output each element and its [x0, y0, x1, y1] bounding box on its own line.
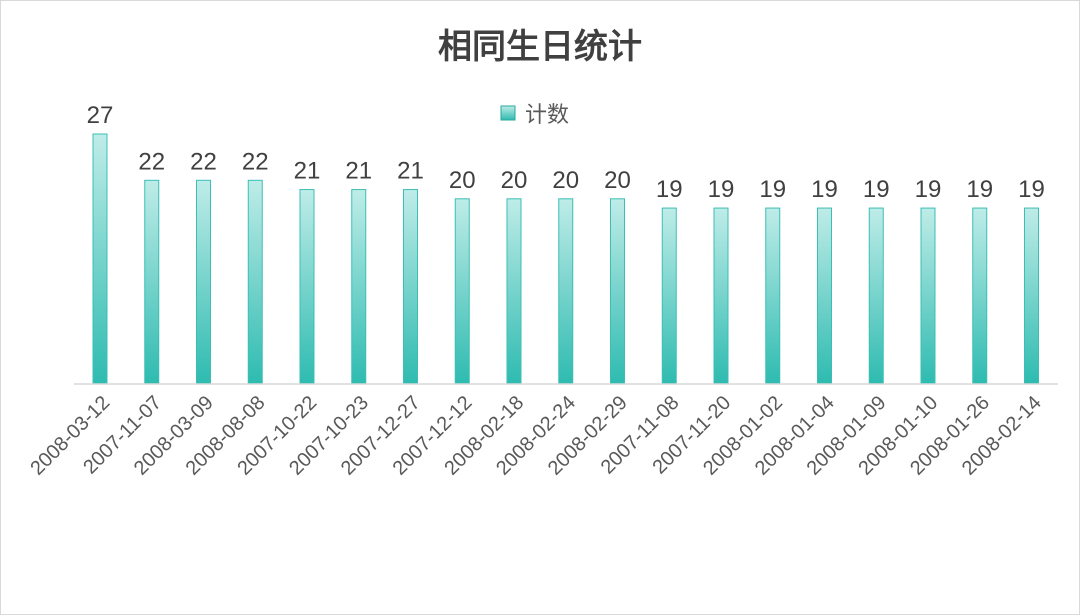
- data-labels-group: 27 22 22 22 21 21 21 20 20 20 20 19 19 19 19 19 19 19 19: [87, 102, 1045, 203]
- data-label: 20: [604, 167, 631, 194]
- bar: [868, 207, 884, 385]
- data-label: 19: [1018, 176, 1045, 203]
- data-label: 19: [966, 176, 993, 203]
- bar: [506, 198, 522, 385]
- bar: [558, 198, 574, 385]
- legend-swatch: [500, 105, 516, 121]
- bars-group: [92, 133, 1039, 385]
- legend: 计数: [500, 103, 569, 128]
- data-label: 20: [449, 167, 476, 194]
- data-label: 21: [397, 158, 424, 185]
- bar: [92, 133, 108, 385]
- bar: [765, 207, 781, 385]
- bar: [403, 189, 418, 385]
- bar: [920, 207, 936, 385]
- data-label: 27: [87, 102, 114, 129]
- chart-title: 相同生日统计: [438, 27, 642, 67]
- data-label: 22: [242, 148, 269, 175]
- data-label: 19: [708, 176, 735, 203]
- data-label: 19: [915, 176, 942, 203]
- bar: [144, 179, 160, 385]
- data-label: 19: [656, 176, 683, 203]
- data-label: 19: [863, 176, 890, 203]
- bar: [454, 198, 470, 385]
- bar: [196, 179, 211, 385]
- bar: [661, 207, 677, 385]
- data-label: 21: [345, 158, 372, 185]
- bar: [610, 198, 625, 385]
- data-label: 19: [759, 176, 786, 203]
- legend-label: 计数: [525, 103, 569, 128]
- x-tick-labels-group: 2008-03-122007-11-072008-03-092008-08-08…: [26, 392, 1045, 480]
- bar: [713, 207, 729, 385]
- bar: [972, 207, 988, 385]
- data-label: 20: [552, 167, 579, 194]
- data-label: 20: [501, 167, 528, 194]
- bar: [351, 189, 367, 385]
- data-label: 21: [294, 158, 321, 185]
- data-label: 19: [811, 176, 838, 203]
- bar: [247, 179, 263, 385]
- data-label: 22: [138, 148, 165, 175]
- bar: [817, 207, 832, 385]
- data-label: 22: [190, 148, 217, 175]
- bar: [1024, 207, 1039, 385]
- bar: [299, 189, 315, 385]
